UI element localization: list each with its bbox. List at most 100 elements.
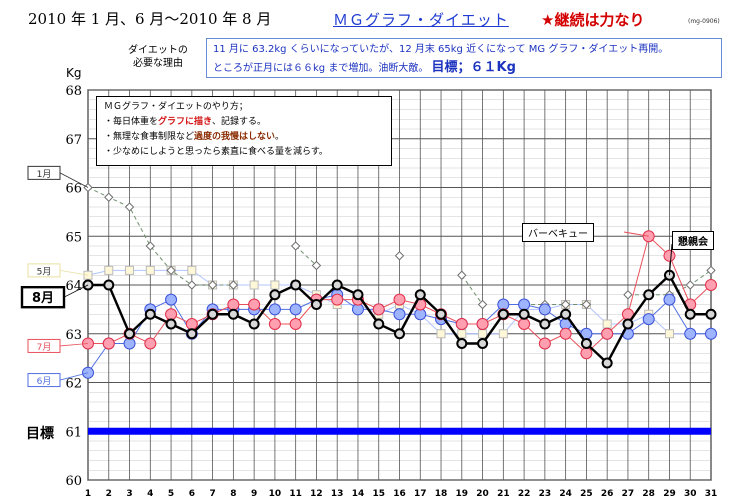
data-point-aug: [291, 281, 300, 290]
howto-item-3: ・少なめにしようと思ったら素直に食べる量を減らす。: [104, 145, 384, 160]
data-point-jun: [664, 294, 675, 305]
x-tick-label: 17: [414, 489, 427, 499]
data-point-jul: [456, 319, 467, 330]
x-tick-label: 31: [705, 489, 718, 499]
data-point-jul: [706, 280, 717, 291]
data-point-jul: [664, 250, 675, 261]
data-point-may: [188, 266, 196, 274]
data-point-aug: [457, 339, 466, 348]
data-point-jul: [332, 294, 343, 305]
data-point-aug: [208, 310, 217, 319]
y-tick-label: 61: [65, 425, 82, 440]
x-tick-label: 14: [352, 489, 365, 499]
data-point-jul: [373, 304, 384, 315]
data-point-aug: [582, 339, 591, 348]
data-point-jun: [290, 304, 301, 315]
data-point-jun: [269, 304, 280, 315]
data-point-aug: [561, 310, 570, 319]
y-tick-label: 60: [65, 474, 82, 489]
data-point-may: [479, 330, 487, 338]
data-point-jun: [539, 304, 550, 315]
data-point-jul: [477, 319, 488, 330]
x-tick-label: 2: [106, 489, 112, 499]
y-tick-label: 64: [65, 279, 82, 294]
data-point-jun: [706, 328, 717, 339]
data-point-jul: [103, 338, 114, 349]
x-tick-label: 23: [539, 489, 552, 499]
data-point-may: [458, 330, 466, 338]
weight-chart: 6061626364656667681234567891011121314151…: [0, 0, 736, 503]
data-point-aug: [437, 310, 446, 319]
data-point-jul: [249, 299, 260, 310]
data-point-aug: [499, 310, 508, 319]
x-tick-label: 24: [559, 489, 572, 499]
data-point-jul: [519, 319, 530, 330]
x-tick-label: 6: [189, 489, 195, 499]
data-point-jun: [685, 328, 696, 339]
x-tick-label: 13: [331, 489, 344, 499]
x-tick-label: 7: [209, 489, 215, 499]
data-point-jul: [290, 319, 301, 330]
y-tick-label: 68: [65, 84, 82, 99]
y-tick-label: 63: [65, 328, 82, 343]
y-tick-label: 66: [65, 182, 82, 197]
data-point-jun: [643, 314, 654, 325]
x-tick-label: 12: [310, 489, 323, 499]
data-point-aug: [146, 310, 155, 319]
howto-item-2: ・無理な食事制限など過度の我慢はしない。: [104, 130, 384, 145]
x-tick-label: 25: [580, 489, 593, 499]
data-point-may: [126, 266, 134, 274]
x-tick-label: 4: [147, 489, 153, 499]
x-tick-label: 28: [642, 489, 655, 499]
x-tick-label: 19: [456, 489, 469, 499]
data-point-aug: [644, 290, 653, 299]
x-tick-label: 15: [372, 489, 385, 499]
data-point-jul: [145, 338, 156, 349]
x-tick-label: 26: [601, 489, 614, 499]
legend-label-may: 5月: [37, 266, 52, 277]
data-point-aug: [478, 339, 487, 348]
x-tick-label: 9: [251, 489, 257, 499]
data-point-may: [146, 266, 154, 274]
party-callout: 懇親会: [672, 231, 714, 250]
data-point-aug: [104, 281, 113, 290]
data-point-aug: [395, 329, 404, 338]
data-point-jul: [581, 348, 592, 359]
data-point-jul: [602, 328, 613, 339]
data-point-may: [499, 330, 507, 338]
x-tick-label: 8: [230, 489, 236, 499]
data-point-aug: [416, 290, 425, 299]
y-tick-label: 65: [65, 230, 82, 245]
data-point-aug: [125, 329, 134, 338]
data-point-aug: [374, 320, 383, 329]
x-tick-label: 27: [622, 489, 635, 499]
howto-title: ＭＧグラフ・ダイエットのやり方；: [104, 100, 384, 115]
x-tick-label: 5: [168, 489, 174, 499]
data-point-aug: [167, 320, 176, 329]
data-point-aug: [270, 290, 279, 299]
data-point-aug: [187, 329, 196, 338]
y-tick-label: 62: [65, 377, 82, 392]
x-tick-label: 3: [126, 489, 132, 499]
data-point-aug: [312, 300, 321, 309]
data-point-jul: [186, 319, 197, 330]
data-point-aug: [250, 320, 259, 329]
data-point-jun: [394, 309, 405, 320]
data-point-may: [437, 330, 445, 338]
x-tick-label: 22: [518, 489, 531, 499]
x-tick-label: 1: [85, 489, 91, 499]
x-tick-label: 18: [435, 489, 448, 499]
data-point-may: [603, 320, 611, 328]
data-point-may: [250, 281, 258, 289]
data-point-jun: [166, 294, 177, 305]
data-point-aug: [520, 310, 529, 319]
data-point-jul: [560, 328, 571, 339]
howto-box: ＭＧグラフ・ダイエットのやり方； ・毎日体重をグラフに描き、記録する。 ・無理な…: [96, 96, 392, 166]
x-tick-label: 29: [663, 489, 676, 499]
x-tick-label: 20: [476, 489, 489, 499]
bbq-callout: バーベキュー: [522, 223, 594, 242]
data-point-jul: [228, 299, 239, 310]
data-point-aug: [603, 359, 612, 368]
legend-label-jun: 6月: [37, 376, 52, 387]
howto-item-1: ・毎日体重をグラフに描き、記録する。: [104, 115, 384, 130]
